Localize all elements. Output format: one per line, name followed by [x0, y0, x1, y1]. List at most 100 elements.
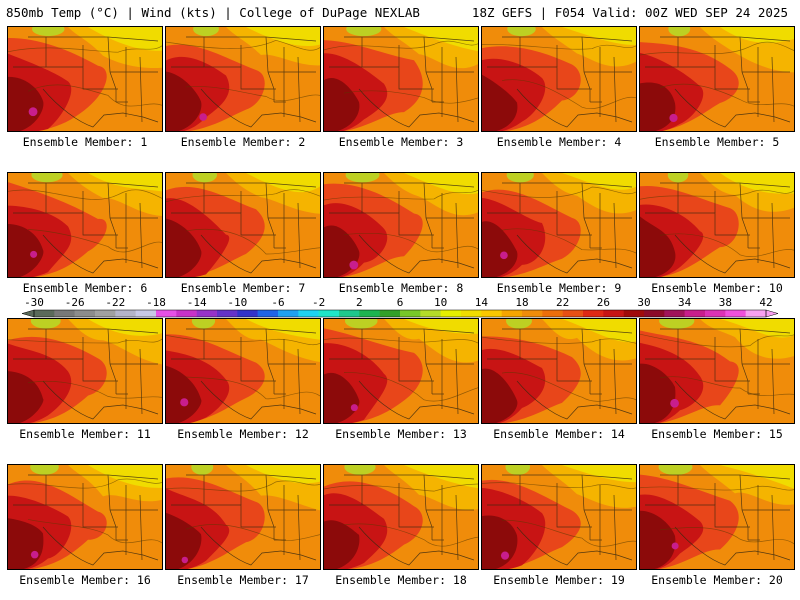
colorbar-tick-label: 14 — [475, 296, 489, 309]
colorbar-segment — [339, 310, 360, 317]
colorbar-tick-label: 18 — [515, 296, 528, 309]
colorbar-segment — [522, 310, 543, 317]
colorbar-segment — [461, 310, 482, 317]
colorbar-segment — [705, 310, 726, 317]
colorbar-segment — [440, 310, 462, 317]
ensemble-member-label: Ensemble Member: 13 — [335, 427, 467, 441]
ensemble-member-label: Ensemble Member: 1 — [22, 135, 148, 149]
ensemble-map-panel — [7, 464, 163, 570]
ensemble-map-panel — [7, 172, 163, 278]
ensemble-map-panel — [323, 464, 479, 570]
ensemble-map-panel — [639, 464, 795, 570]
ensemble-map-panel — [165, 172, 321, 278]
colorbar-segment — [562, 310, 584, 317]
ensemble-map-panel — [639, 26, 795, 132]
ensemble-map-panel — [7, 26, 163, 132]
colorbar-tick-label: -14 — [187, 296, 207, 309]
colorbar-right-arrow — [765, 309, 779, 318]
ensemble-map-panel — [639, 172, 795, 278]
colorbar-segment — [664, 310, 685, 317]
ensemble-map-panel — [639, 318, 795, 424]
colorbar-segment — [725, 310, 746, 317]
colorbar-segment — [542, 310, 563, 317]
ensemble-map-panel — [323, 318, 479, 424]
ensemble-member-label: Ensemble Member: 10 — [651, 281, 783, 295]
ensemble-map-panel — [165, 464, 321, 570]
colorbar-segment — [115, 310, 136, 317]
colorbar-segment — [481, 310, 502, 317]
ensemble-member-label: Ensemble Member: 2 — [180, 135, 306, 149]
colorbar-tick-label: -22 — [105, 296, 125, 309]
ensemble-member-label: Ensemble Member: 17 — [177, 573, 309, 587]
ensemble-member-label: Ensemble Member: 8 — [338, 281, 464, 295]
colorbar-tick-label: 6 — [397, 296, 404, 309]
colorbar-segment — [237, 310, 258, 317]
ensemble-member-label: Ensemble Member: 12 — [177, 427, 309, 441]
colorbar-segment — [257, 310, 279, 317]
ensemble-member-label: Ensemble Member: 14 — [493, 427, 625, 441]
ensemble-map-panel — [323, 172, 479, 278]
colorbar-border — [33, 309, 767, 318]
colorbar-segment — [54, 310, 75, 317]
colorbar-segment — [176, 310, 197, 317]
ensemble-member-label: Ensemble Member: 15 — [651, 427, 783, 441]
ensemble-member-label: Ensemble Member: 4 — [496, 135, 622, 149]
colorbar-tick-label: 30 — [637, 296, 650, 309]
temperature-colorbar: -30 -26 -22 -18 -14 -10 -6 -2 2 6 10 14 18 22 26 30 34 38… — [21, 296, 779, 318]
ensemble-map-panel — [481, 26, 637, 132]
colorbar-tick-label: -6 — [271, 296, 284, 309]
colorbar-segment — [318, 310, 340, 317]
colorbar-left-arrow — [21, 309, 35, 318]
colorbar-tick-label: -18 — [146, 296, 166, 309]
header-valid-time: 18Z GEFS | F054 Valid: 00Z WED SEP 24 20… — [471, 5, 788, 20]
ensemble-member-label: Ensemble Member: 18 — [335, 573, 467, 587]
colorbar-segment — [644, 310, 665, 317]
colorbar-segment — [684, 310, 706, 317]
colorbar-segment — [420, 310, 441, 317]
colorbar-segment — [359, 310, 380, 317]
header-title: 850mb Temp (°C) | Wind (kts) | College o… — [6, 5, 420, 20]
ensemble-member-label: Ensemble Member: 16 — [19, 573, 151, 587]
ensemble-member-label: Ensemble Member: 19 — [493, 573, 625, 587]
ensemble-member-label: Ensemble Member: 3 — [338, 135, 464, 149]
colorbar-segment — [156, 310, 177, 317]
colorbar-segment — [34, 310, 55, 317]
colorbar-segment — [400, 310, 421, 317]
colorbar-tick-label: 26 — [597, 296, 610, 309]
ensemble-map-panel — [481, 318, 637, 424]
colorbar-tick-label: 22 — [556, 296, 569, 309]
colorbar-segment — [298, 310, 319, 317]
colorbar-segment — [196, 310, 218, 317]
ensemble-map-panel — [481, 464, 637, 570]
colorbar-segment — [217, 310, 238, 317]
ensemble-map-panel — [165, 318, 321, 424]
ensemble-map-panel — [323, 26, 479, 132]
colorbar-segment — [278, 310, 299, 317]
ensemble-member-label: Ensemble Member: 9 — [496, 281, 622, 295]
colorbar-tick-label: 42 — [759, 296, 772, 309]
colorbar-segment — [135, 310, 157, 317]
colorbar-tick-label: 38 — [719, 296, 732, 309]
colorbar-segment — [583, 310, 604, 317]
ensemble-member-label: Ensemble Member: 5 — [654, 135, 780, 149]
colorbar-segment — [501, 310, 523, 317]
colorbar-segment — [623, 310, 645, 317]
colorbar-tick-label: -30 — [24, 296, 44, 309]
colorbar-segment — [74, 310, 96, 317]
colorbar-tick-label: -10 — [227, 296, 247, 309]
ensemble-member-label: Ensemble Member: 20 — [651, 573, 783, 587]
ensemble-map-panel — [7, 318, 163, 424]
colorbar-segment — [603, 310, 624, 317]
colorbar-segment — [745, 310, 767, 317]
ensemble-member-label: Ensemble Member: 7 — [180, 281, 306, 295]
ensemble-member-label: Ensemble Member: 6 — [22, 281, 148, 295]
ensemble-map-panel — [165, 26, 321, 132]
colorbar-tick-label: 34 — [678, 296, 692, 309]
colorbar-segment — [95, 310, 116, 317]
colorbar-segment — [379, 310, 401, 317]
colorbar-tick-label: 2 — [356, 296, 363, 309]
ensemble-map-panel — [481, 172, 637, 278]
colorbar-tick-label: -26 — [65, 296, 85, 309]
ensemble-member-label: Ensemble Member: 11 — [19, 427, 151, 441]
colorbar-tick-label: 10 — [434, 296, 447, 309]
